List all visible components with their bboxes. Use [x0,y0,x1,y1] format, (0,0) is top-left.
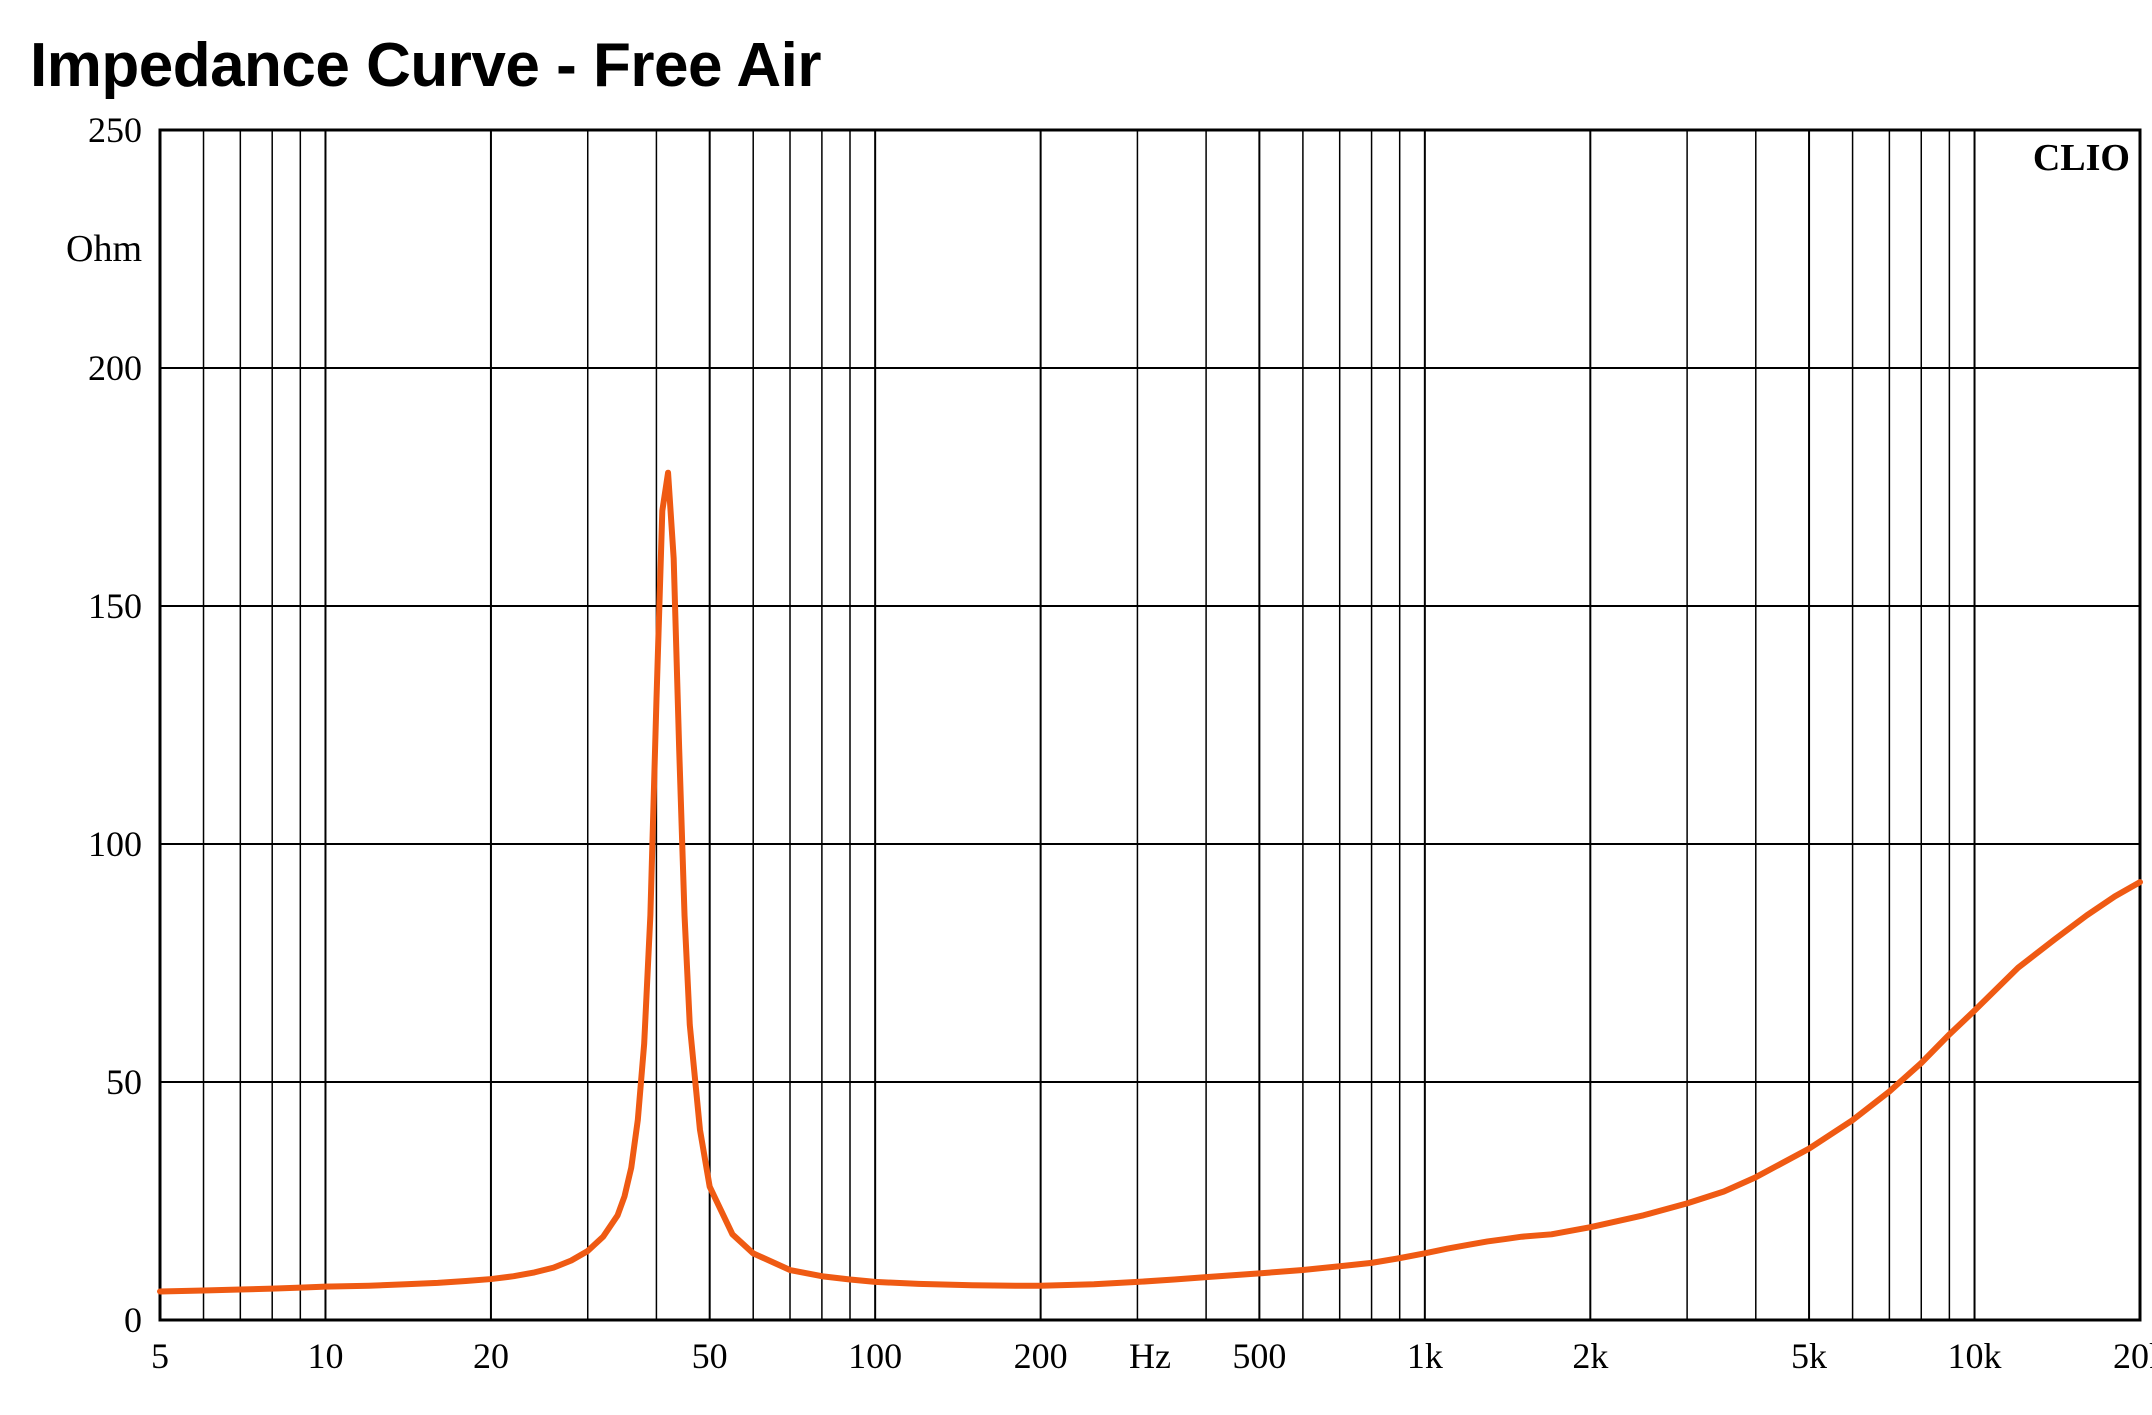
x-tick-label: 10k [1948,1336,2002,1376]
y-tick-label: 150 [88,586,142,626]
x-axis-unit-label: Hz [1129,1336,1171,1376]
y-tick-label: 50 [106,1062,142,1102]
y-tick-label: 100 [88,824,142,864]
x-tick-label: 5k [1791,1336,1827,1376]
x-tick-label: 200 [1014,1336,1068,1376]
x-tick-label: 500 [1232,1336,1286,1376]
impedance-chart-svg: 0 50 100 150 200 250 Ohm 5 10 20 50 100 200 500 1k 2k 5k… [0,110,2152,1410]
y-tick-label: 0 [124,1300,142,1340]
y-tick-label: 200 [88,348,142,388]
y-tick-label: 250 [88,110,142,150]
x-tick-label: 20k [2113,1336,2152,1376]
chart-container: 0 50 100 150 200 250 Ohm 5 10 20 50 100 200 500 1k 2k 5k… [0,110,2152,1415]
x-tick-label: 100 [848,1336,902,1376]
watermark-label: CLIO [2033,137,2130,179]
page-root: Impedance Curve - Free Air 0 50 100 150 200 2… [0,0,2152,1414]
x-tick-label: 1k [1407,1336,1443,1376]
chart-title: Impedance Curve - Free Air [30,30,821,101]
x-tick-label: 5 [151,1336,169,1376]
x-tick-label: 20 [473,1336,509,1376]
y-axis-unit-label: Ohm [66,228,142,270]
x-tick-label: 10 [307,1336,343,1376]
x-tick-label: 2k [1572,1336,1608,1376]
x-tick-label: 50 [692,1336,728,1376]
